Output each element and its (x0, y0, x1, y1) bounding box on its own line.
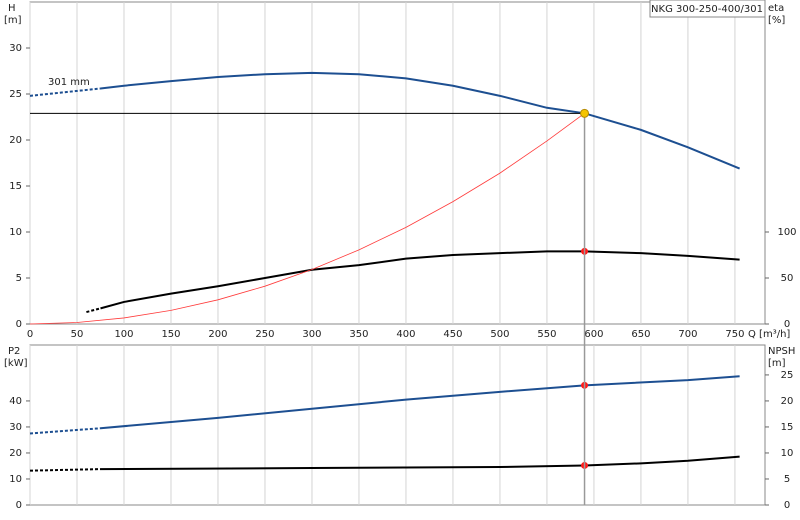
x-tick-label: 150 (161, 329, 180, 340)
y2-axis-unit: [m] (768, 358, 786, 369)
y-tick-label: 10 (9, 474, 22, 485)
x-tick-label: 250 (255, 329, 274, 340)
y-axis-label: H (8, 3, 16, 14)
y-tick-label: 0 (16, 500, 22, 511)
curve (100, 375, 740, 430)
y-axis-label: P2 (8, 346, 20, 357)
x-tick-label: 500 (490, 329, 509, 340)
y-tick-label: 40 (9, 396, 22, 407)
x-tick-label: 750 (725, 329, 744, 340)
curve (100, 71, 741, 170)
y2-tick-label: 0 (784, 319, 790, 330)
y2-tick-label: 15 (781, 422, 794, 433)
y2-axis-unit: [%] (768, 15, 785, 26)
x-tick-label: 300 (302, 329, 321, 340)
curve (86, 307, 101, 314)
y-tick-label: 10 (9, 227, 22, 238)
y-tick-label: 0 (16, 319, 22, 330)
chart-title: NKG 300-250-400/301 (651, 4, 763, 15)
y2-axis-label: NPSH (768, 346, 795, 357)
y-tick-label: 20 (9, 135, 22, 146)
y-tick-label: 25 (9, 89, 22, 100)
title-box (649, 0, 766, 18)
y-tick-label: 30 (9, 422, 22, 433)
curve (29, 468, 101, 472)
x-tick-label: 550 (537, 329, 556, 340)
y-axis-unit: [m] (4, 15, 22, 26)
x-tick-label: 50 (71, 329, 84, 340)
curve (29, 427, 101, 435)
curve (29, 87, 101, 97)
y2-tick-label: 100 (777, 227, 796, 238)
y2-axis-label: eta (768, 3, 784, 14)
y-tick-label: 15 (9, 181, 22, 192)
x-tick-label: 350 (349, 329, 368, 340)
y-tick-label: 30 (9, 43, 22, 54)
y-tick-label: 20 (9, 448, 22, 459)
y2-tick-label: 25 (781, 370, 794, 381)
x-tick-label: 650 (631, 329, 650, 340)
y2-tick-label: 0 (784, 500, 790, 511)
y2-tick-label: 5 (784, 474, 790, 485)
duty-point (580, 108, 590, 118)
x-tick-label: 0 (27, 329, 33, 340)
curve (100, 250, 740, 310)
x-axis-label: Q [m³/h] (748, 329, 790, 340)
curve (29, 112, 585, 325)
x-tick-label: 450 (443, 329, 462, 340)
y2-tick-label: 10 (781, 448, 794, 459)
x-tick-label: 100 (114, 329, 133, 340)
y2-tick-label: 20 (781, 396, 794, 407)
y2-tick-label: 50 (781, 273, 794, 284)
x-tick-label: 400 (396, 329, 415, 340)
y-axis-unit: [kW] (4, 358, 28, 369)
x-tick-label: 700 (678, 329, 697, 340)
x-tick-label: 200 (208, 329, 227, 340)
annotation: 301 mm (48, 77, 90, 88)
y-tick-label: 5 (16, 273, 22, 284)
x-tick-label: 600 (584, 329, 603, 340)
